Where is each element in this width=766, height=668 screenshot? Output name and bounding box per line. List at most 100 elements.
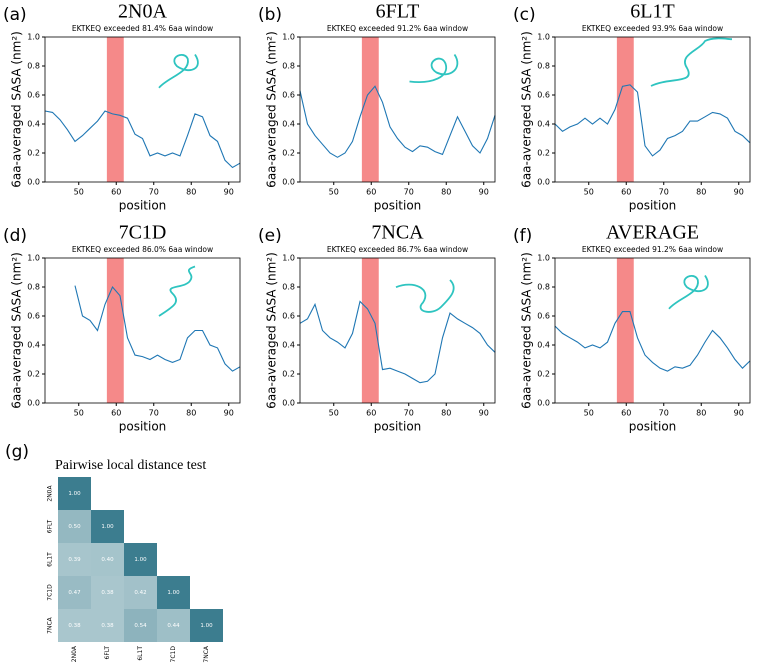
y-tick-label: 0.0 — [537, 399, 550, 408]
heatmap-cell — [124, 576, 157, 609]
cell-label: 0.38 — [68, 623, 81, 629]
plot-frame — [44, 36, 241, 183]
x-axis-label: position — [374, 199, 422, 213]
cell-label: 0.39 — [68, 557, 81, 563]
highlight-span — [361, 37, 379, 182]
data-line — [44, 110, 241, 169]
heatmap-cell — [157, 576, 190, 609]
x-tick-label: 60 — [366, 188, 376, 197]
cell-label: 1.00 — [68, 491, 81, 497]
plot-frame — [554, 257, 751, 404]
structure-icon — [158, 265, 196, 317]
x-tick-label: 80 — [696, 188, 706, 197]
x-tick-label: 60 — [111, 188, 121, 197]
heatmap-cell — [58, 477, 91, 510]
chart-subtitle: EKTKEQ exceeded 91.2% 6aa window — [327, 24, 468, 33]
cell-label: 0.54 — [134, 623, 147, 629]
x-tick-label: 80 — [186, 409, 196, 418]
y-tick-label: 0.6 — [27, 312, 40, 321]
column-label: 6FLT — [104, 646, 111, 660]
y-tick-label: 0.8 — [282, 283, 295, 292]
y-tick-label: 0.2 — [537, 370, 550, 379]
chart-title: 7NCA — [371, 222, 424, 244]
y-tick-label: 1.0 — [27, 254, 40, 263]
x-tick-label: 70 — [149, 188, 159, 197]
chart-title: 6FLT — [376, 1, 420, 23]
y-tick-label: 0.2 — [27, 370, 40, 379]
heatmap-cell — [124, 543, 157, 576]
cell-label: 0.40 — [101, 557, 114, 563]
cell-label: 0.38 — [101, 590, 114, 596]
cell-label: 1.00 — [167, 590, 180, 596]
row-label: 6FLT — [47, 519, 54, 533]
y-tick-label: 0.0 — [27, 399, 40, 408]
structure-icon — [409, 54, 459, 83]
cell-label: 1.00 — [200, 623, 213, 629]
panel-label: (d) — [3, 226, 27, 246]
x-tick-label: 60 — [366, 409, 376, 418]
column-label: 2N0A — [71, 645, 78, 662]
data-line — [74, 285, 241, 372]
cell-label: 1.00 — [101, 524, 114, 530]
x-axis-label: position — [629, 199, 677, 213]
heatmap: (g) Pairwise local distance test 1.00 0.50 1… — [5, 442, 223, 663]
x-axis-label: position — [629, 420, 677, 434]
y-tick-label: 1.0 — [27, 33, 40, 42]
structure-icon — [650, 37, 733, 87]
column-label: 7NCA — [203, 645, 210, 662]
data-line — [299, 85, 496, 158]
chart-title: 6L1T — [630, 1, 674, 23]
y-tick-label: 0.4 — [537, 341, 550, 350]
x-tick-label: 90 — [224, 188, 234, 197]
row-label: 2N0A — [47, 484, 54, 501]
x-tick-label: 80 — [186, 188, 196, 197]
x-axis-label: position — [119, 199, 167, 213]
highlight-span — [106, 37, 124, 182]
chart-title: 7C1D — [119, 222, 167, 244]
y-tick-label: 0.4 — [27, 120, 40, 129]
cell-label: 0.50 — [68, 524, 81, 530]
y-axis-label: 6aa-averaged SASA (nm²) — [520, 252, 534, 409]
chart-subtitle: EKTKEQ exceeded 93.9% 6aa window — [582, 24, 723, 33]
row-label: 7C1D — [47, 584, 54, 601]
heatmap-cell — [58, 609, 91, 642]
highlight-span — [361, 258, 379, 403]
data-line — [299, 300, 496, 384]
y-tick-label: 0.8 — [27, 62, 40, 71]
heatmap-cell — [58, 543, 91, 576]
x-tick-label: 50 — [74, 409, 84, 418]
highlight-span — [106, 258, 124, 403]
x-tick-label: 50 — [74, 188, 84, 197]
y-tick-label: 0.8 — [537, 283, 550, 292]
cell-label: 1.00 — [134, 557, 147, 563]
y-tick-label: 0.8 — [282, 62, 295, 71]
panel-label: (c) — [513, 5, 536, 25]
x-tick-label: 90 — [734, 188, 744, 197]
y-tick-label: 0.6 — [27, 91, 40, 100]
x-tick-label: 70 — [659, 409, 669, 418]
x-tick-label: 80 — [441, 409, 451, 418]
data-line — [554, 84, 751, 157]
panel-label: (e) — [258, 226, 282, 246]
y-tick-label: 0.2 — [282, 149, 295, 158]
y-tick-label: 0.0 — [537, 178, 550, 187]
y-tick-label: 0.0 — [282, 178, 295, 187]
y-tick-label: 1.0 — [282, 33, 295, 42]
y-tick-label: 0.0 — [27, 178, 40, 187]
cell-label: 0.47 — [68, 590, 81, 596]
chart-subtitle: EKTKEQ exceeded 91.2% 6aa window — [582, 245, 723, 254]
x-tick-label: 60 — [621, 188, 631, 197]
heatmap-cell — [124, 609, 157, 642]
x-tick-label: 70 — [404, 409, 414, 418]
heatmap-cell — [91, 609, 124, 642]
chart-title: 2N0A — [118, 1, 167, 23]
cell-label: 0.38 — [101, 623, 114, 629]
heatmap-cell — [58, 576, 91, 609]
x-tick-label: 90 — [224, 409, 234, 418]
y-tick-label: 0.6 — [537, 91, 550, 100]
y-tick-label: 0.4 — [282, 120, 295, 129]
